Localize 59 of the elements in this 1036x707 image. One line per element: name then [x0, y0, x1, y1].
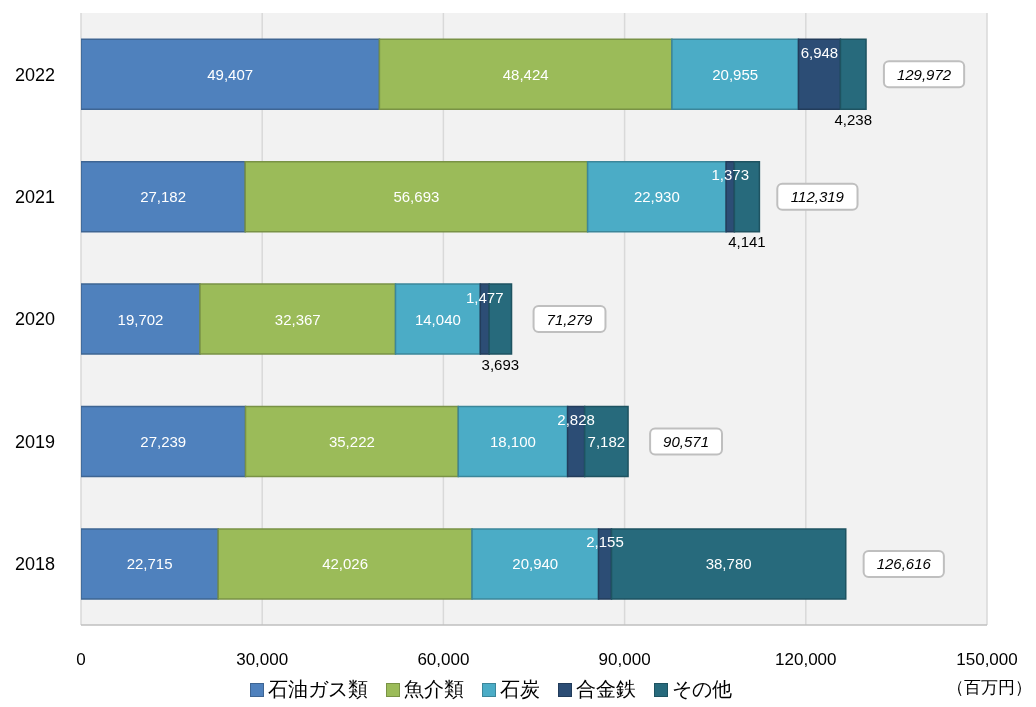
- data-label: 32,367: [274, 310, 321, 328]
- x-tick-label: 30,000: [236, 650, 289, 670]
- y-tick-label: 2022: [14, 64, 55, 85]
- bar: [378, 38, 673, 111]
- data-label: 7,182: [587, 433, 626, 451]
- data-label: 14,040: [414, 310, 461, 328]
- bar: [217, 528, 473, 600]
- x-tick-label: 150,000: [956, 650, 1018, 670]
- data-label: 1,477: [465, 288, 504, 306]
- total-label: 129,972: [896, 65, 952, 83]
- data-label: 2,155: [586, 533, 624, 551]
- x-tick-label: 90,000: [598, 650, 651, 670]
- y-tick-label: 2018: [14, 554, 55, 575]
- legend-label: 魚介類: [404, 677, 464, 702]
- data-label: 22,715: [126, 555, 173, 573]
- total-label: 90,571: [663, 433, 709, 451]
- bar: [81, 283, 201, 355]
- x-tick-label: 0: [76, 650, 86, 670]
- y-tick-label: 2021: [14, 186, 55, 207]
- bar: [199, 283, 397, 355]
- x-tick-label: 60,000: [417, 650, 470, 670]
- data-label: 20,955: [712, 65, 759, 83]
- data-label: 38,780: [705, 555, 752, 573]
- data-label: 35,222: [328, 433, 375, 451]
- bar: [671, 38, 800, 111]
- data-label: 27,182: [140, 188, 187, 206]
- y-tick-label: 2019: [14, 431, 55, 452]
- x-axis-title: （百万円）: [947, 677, 1032, 699]
- legend-label: 石炭: [500, 677, 540, 702]
- data-label: 20,940: [512, 555, 559, 573]
- bar: [244, 160, 589, 233]
- legend-label: その他: [672, 677, 732, 702]
- bar: [81, 528, 219, 600]
- data-label: 42,026: [322, 555, 369, 573]
- data-label: 3,693: [481, 355, 520, 373]
- legend-label: 石油ガス類: [268, 677, 368, 702]
- bar: [81, 38, 381, 111]
- legend-label: 合金鉄: [576, 677, 636, 702]
- data-label: 19,702: [117, 310, 164, 328]
- bar: [244, 405, 460, 478]
- data-label: 2,828: [557, 411, 595, 429]
- total-label: 112,319: [790, 188, 845, 206]
- total-label: 126,616: [876, 555, 932, 573]
- bar: [839, 38, 867, 111]
- x-tick-label: 120,000: [775, 650, 837, 670]
- y-tick-label: 2020: [14, 309, 55, 330]
- total-label: 71,279: [546, 310, 594, 328]
- data-label: 27,239: [140, 433, 187, 451]
- data-label: 18,100: [489, 433, 536, 451]
- data-label: 49,407: [207, 65, 254, 83]
- data-label: 4,238: [834, 110, 873, 128]
- data-label: 48,424: [502, 65, 549, 83]
- data-label: 6,948: [800, 43, 839, 61]
- bar: [81, 160, 246, 233]
- data-label: 22,930: [633, 188, 680, 206]
- data-label: 4,141: [728, 233, 766, 251]
- data-label: 1,373: [711, 166, 750, 184]
- bar: [81, 405, 247, 478]
- data-label: 56,693: [393, 188, 440, 206]
